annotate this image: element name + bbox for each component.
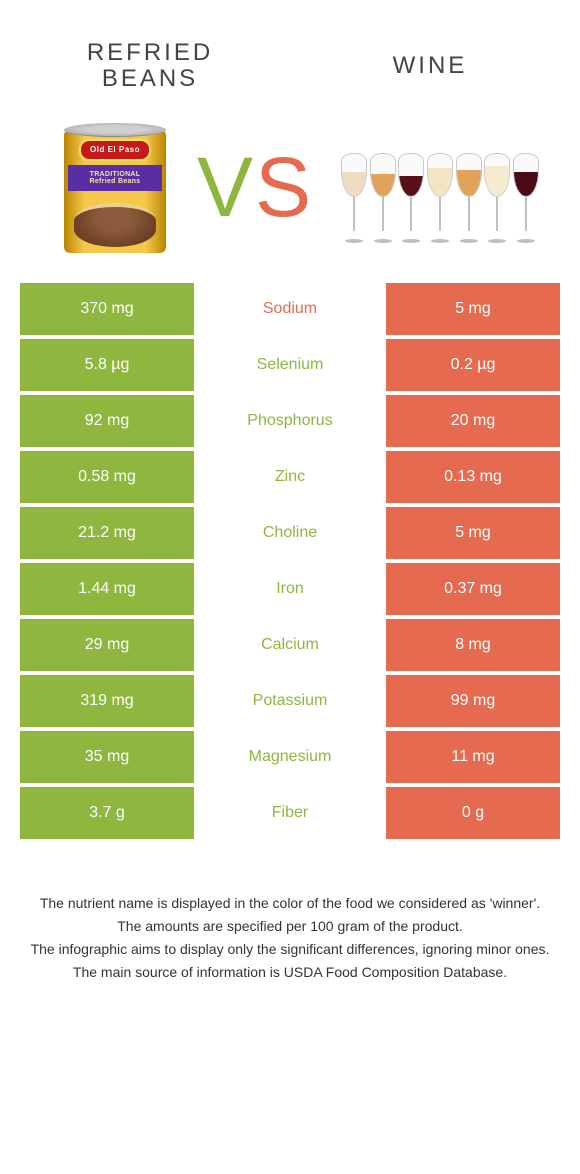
table-row: 21.2 mgCholine5 mg: [20, 507, 560, 563]
left-value: 92 mg: [20, 395, 198, 447]
vs-letter-v: V: [197, 139, 255, 236]
left-value: 3.7 g: [20, 787, 198, 839]
left-value: 370 mg: [20, 283, 198, 335]
wine-glass-icon: [513, 153, 539, 243]
wine-glass-icon: [398, 153, 424, 243]
header-right-label: Wine: [340, 53, 520, 79]
wine-glass-icon: [484, 153, 510, 243]
footnote-line: The main source of information is USDA F…: [30, 962, 550, 983]
vs-letter-s: S: [255, 139, 313, 236]
right-value: 5 mg: [382, 507, 560, 559]
right-value: 0.13 mg: [382, 451, 560, 503]
footnote-line: The amounts are specified per 100 gram o…: [30, 916, 550, 937]
nutrient-name: Zinc: [198, 451, 382, 503]
wine-glasses-icon: [340, 133, 540, 243]
wine-glass-icon: [427, 153, 453, 243]
left-value: 21.2 mg: [20, 507, 198, 559]
table-row: 319 mgPotassium99 mg: [20, 675, 560, 731]
nutrient-name: Selenium: [198, 339, 382, 391]
right-value: 11 mg: [382, 731, 560, 783]
comparison-table: 370 mgSodium5 mg5.8 µgSelenium0.2 µg92 m…: [20, 283, 560, 843]
table-row: 29 mgCalcium8 mg: [20, 619, 560, 675]
nutrient-name: Iron: [198, 563, 382, 615]
nutrient-name: Potassium: [198, 675, 382, 727]
nutrient-name: Sodium: [198, 283, 382, 335]
table-row: 0.58 mgZinc0.13 mg: [20, 451, 560, 507]
left-value: 0.58 mg: [20, 451, 198, 503]
right-value: 20 mg: [382, 395, 560, 447]
can-brand-logo: Old El Paso: [79, 139, 151, 161]
can-banner-line2: Refried Beans: [90, 178, 141, 185]
table-row: 92 mgPhosphorus20 mg: [20, 395, 560, 451]
nutrient-name: Fiber: [198, 787, 382, 839]
right-value: 99 mg: [382, 675, 560, 727]
refried-beans-can-icon: Old El Paso TRADITIONAL Refried Beans: [60, 123, 170, 253]
header-left-line2: beans: [102, 65, 198, 92]
header: Refried beans Wine: [0, 0, 580, 103]
header-left-label: Refried beans: [60, 40, 240, 93]
right-value: 5 mg: [382, 283, 560, 335]
right-value: 0.2 µg: [382, 339, 560, 391]
table-row: 3.7 gFiber0 g: [20, 787, 560, 843]
wine-glass-icon: [456, 153, 482, 243]
footnote-line: The infographic aims to display only the…: [30, 939, 550, 960]
footnote-line: The nutrient name is displayed in the co…: [30, 893, 550, 914]
footnotes: The nutrient name is displayed in the co…: [30, 893, 550, 983]
table-row: 1.44 mgIron0.37 mg: [20, 563, 560, 619]
right-value: 0.37 mg: [382, 563, 560, 615]
can-lid-icon: [64, 123, 166, 137]
left-value: 29 mg: [20, 619, 198, 671]
left-value: 319 mg: [20, 675, 198, 727]
left-value: 35 mg: [20, 731, 198, 783]
nutrient-name: Magnesium: [198, 731, 382, 783]
nutrient-name: Calcium: [198, 619, 382, 671]
right-value: 0 g: [382, 787, 560, 839]
left-value: 1.44 mg: [20, 563, 198, 615]
wine-glass-icon: [370, 153, 396, 243]
can-banner-line1: TRADITIONAL: [90, 171, 141, 178]
header-left-line1: Refried: [87, 39, 213, 66]
table-row: 5.8 µgSelenium0.2 µg: [20, 339, 560, 395]
can-bowl-icon: [74, 203, 156, 247]
nutrient-name: Choline: [198, 507, 382, 559]
table-row: 370 mgSodium5 mg: [20, 283, 560, 339]
left-value: 5.8 µg: [20, 339, 198, 391]
can-banner: TRADITIONAL Refried Beans: [68, 165, 162, 191]
wine-glass-icon: [341, 153, 367, 243]
vs-label: VS: [197, 139, 313, 236]
table-row: 35 mgMagnesium11 mg: [20, 731, 560, 787]
right-value: 8 mg: [382, 619, 560, 671]
nutrient-name: Phosphorus: [198, 395, 382, 447]
hero-row: Old El Paso TRADITIONAL Refried Beans VS: [0, 103, 580, 283]
